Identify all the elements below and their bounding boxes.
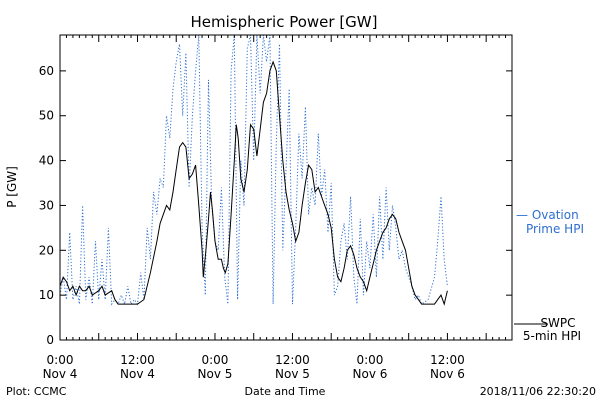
x-tick-time-label: 0:00 bbox=[47, 353, 74, 367]
plot-timestamp: 2018/11/06 22:30:20 bbox=[480, 385, 596, 398]
x-tick-time-label: 0:00 bbox=[201, 353, 228, 367]
y-tick-label: 20 bbox=[39, 243, 54, 257]
ovation-prime-series-line bbox=[60, 35, 448, 307]
x-tick-time-label: 12:00 bbox=[120, 353, 155, 367]
swpc-legend-label-2: 5-min HPI bbox=[523, 329, 581, 343]
swpc-hpi-series-line bbox=[60, 60, 448, 306]
ovation-legend-label-2: Prime HPI bbox=[526, 222, 584, 236]
y-tick-label: 30 bbox=[39, 198, 54, 212]
x-tick-time-label: 0:00 bbox=[356, 353, 383, 367]
x-tick-time-label: 12:00 bbox=[430, 353, 465, 367]
x-tick-date-label: Nov 6 bbox=[430, 367, 465, 381]
x-tick-date-label: Nov 5 bbox=[275, 367, 310, 381]
x-tick-time-label: 12:00 bbox=[275, 353, 310, 367]
y-tick-label: 50 bbox=[39, 109, 54, 123]
ovation-legend-label: — Ovation bbox=[516, 208, 579, 222]
chart-title: Hemispheric Power [GW] bbox=[191, 13, 378, 31]
y-tick-label: 60 bbox=[39, 64, 54, 78]
x-tick-date-label: Nov 6 bbox=[353, 367, 388, 381]
swpc-legend-label: SWPC bbox=[540, 316, 575, 330]
x-axis-label: Date and Time bbox=[245, 385, 326, 398]
plot-credit: Plot: CCMC bbox=[6, 385, 67, 398]
y-tick-label: 10 bbox=[39, 288, 54, 302]
x-tick-date-label: Nov 5 bbox=[198, 367, 233, 381]
y-axis-label: P [GW] bbox=[5, 166, 19, 208]
plot-frame bbox=[59, 34, 513, 341]
x-tick-date-label: Nov 4 bbox=[120, 367, 155, 381]
y-tick-label: 0 bbox=[46, 333, 54, 347]
x-tick-date-label: Nov 4 bbox=[43, 367, 78, 381]
y-tick-label: 40 bbox=[39, 154, 54, 168]
